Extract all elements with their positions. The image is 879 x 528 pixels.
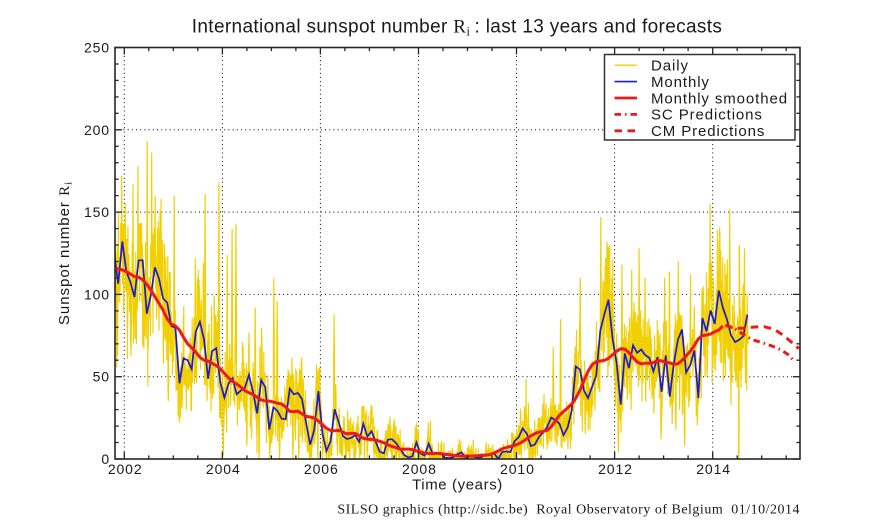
- svg-text:2006: 2006: [304, 461, 339, 477]
- svg-text:2004: 2004: [206, 461, 241, 477]
- svg-text:SC Predictions: SC Predictions: [651, 107, 763, 124]
- svg-text:Sunspot number Ri: Sunspot number Ri: [56, 181, 75, 325]
- svg-text:CM Predictions: CM Predictions: [651, 123, 765, 140]
- svg-text:150: 150: [84, 204, 110, 220]
- svg-text:100: 100: [84, 286, 110, 302]
- svg-text:Time (years): Time (years): [412, 477, 503, 494]
- svg-text:0: 0: [101, 451, 110, 467]
- svg-text:200: 200: [84, 122, 110, 138]
- svg-text:SILSO graphics (http://sidc.be: SILSO graphics (http://sidc.be) Royal Ob…: [337, 503, 800, 518]
- svg-text:Monthly: Monthly: [651, 74, 710, 91]
- svg-text:250: 250: [84, 40, 110, 56]
- svg-text:2008: 2008: [402, 461, 437, 477]
- svg-text:2002: 2002: [108, 461, 143, 477]
- svg-text:2012: 2012: [598, 461, 633, 477]
- svg-text:Daily: Daily: [651, 58, 689, 75]
- svg-text:50: 50: [93, 369, 110, 385]
- svg-text:2010: 2010: [500, 461, 535, 477]
- svg-text:Monthly smoothed: Monthly smoothed: [651, 90, 788, 107]
- svg-text:2014: 2014: [696, 461, 731, 477]
- svg-text:International sunspot number R: International sunspot number Ri : last 1…: [192, 17, 722, 39]
